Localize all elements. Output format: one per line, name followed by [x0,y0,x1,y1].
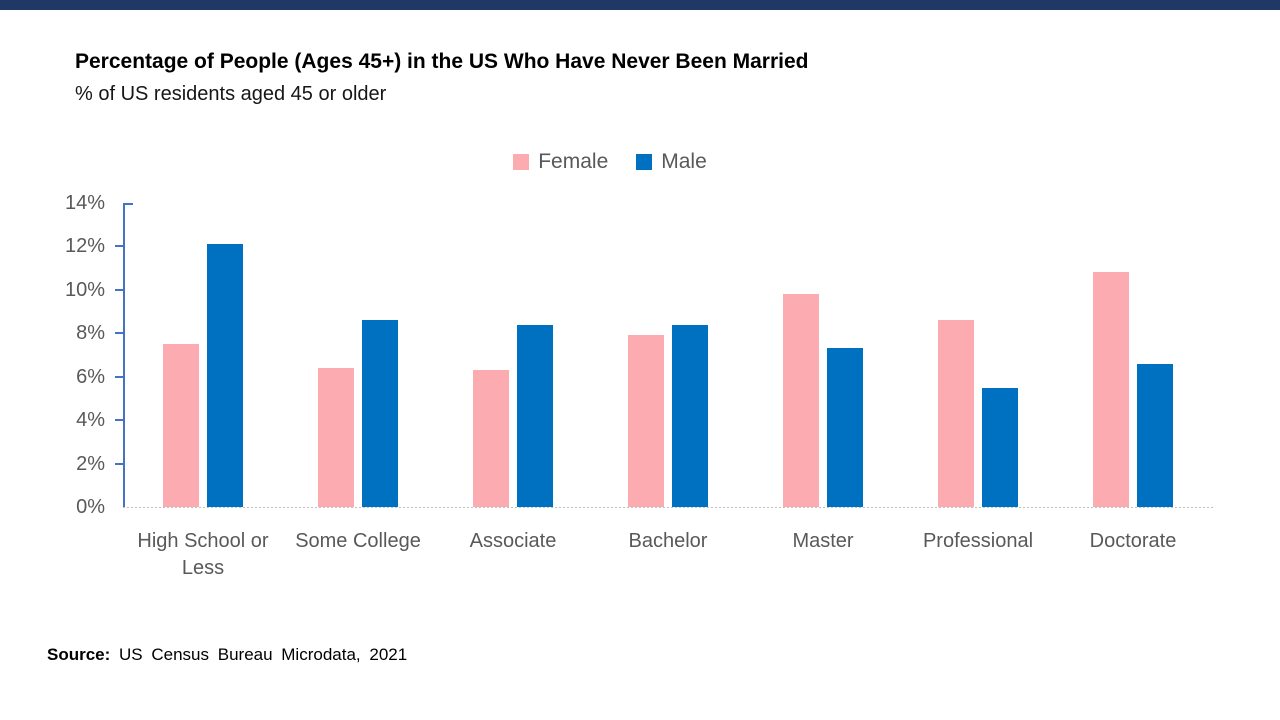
bar-male-6 [1137,364,1173,507]
y-axis-tick-label: 14% [64,192,105,214]
x-axis-category-label: Master [792,530,854,552]
legend-label-male: Male [661,150,707,173]
bar-male-5 [982,388,1018,507]
y-axis-tick [115,245,123,248]
legend-swatch-female-icon [513,154,530,170]
legend-swatch-male-icon [636,154,653,170]
y-axis-tick [115,375,123,378]
source-text: US Census Bureau Microdata, 2021 [119,645,408,664]
chart-subtitle: % of US residents aged 45 or older [75,83,387,105]
y-axis-tick [115,332,123,335]
x-axis-category-label: Some College [295,530,421,552]
y-axis-tick [115,288,123,291]
source-note: Source: US Census Bureau Microdata, 2021 [47,645,407,665]
bar-female-1 [318,368,354,507]
y-axis-tick-label: 8% [76,322,105,345]
bar-male-2 [517,325,553,507]
top-accent-bar [0,0,1280,10]
y-axis-tick [115,419,123,422]
bar-female-0 [163,344,199,507]
bar-female-6 [1093,272,1129,507]
chart-title: Percentage of People (Ages 45+) in the U… [75,50,809,73]
bar-female-4 [783,294,819,507]
bar-male-4 [827,348,863,507]
bar-female-5 [938,320,974,507]
bar-male-0 [207,244,243,507]
y-axis-tick-label: 2% [76,452,105,475]
bar-female-2 [473,370,509,507]
y-axis-top-cap [123,203,133,205]
y-axis-tick-label: 10% [64,278,105,301]
x-axis-category-label: High School or Less [137,530,269,579]
legend-label-female: Female [538,150,609,173]
y-axis-tick [115,462,123,465]
legend-item-male: Male [636,150,707,174]
bar-male-1 [362,320,398,507]
y-axis-tick-label: 0% [76,496,105,518]
y-axis-line [123,203,125,507]
bar-female-3 [628,335,664,507]
source-label: Source: [47,645,111,664]
bar-male-3 [672,325,708,507]
legend: Female Male [0,150,1220,174]
x-axis-category-label: Associate [469,530,557,552]
y-axis-tick-label: 12% [64,235,105,258]
y-axis-tick-label: 6% [76,365,105,388]
x-axis-baseline [123,507,1214,508]
x-axis-category-label: Professional [922,530,1034,552]
legend-item-female: Female [513,150,608,174]
y-axis-tick-label: 4% [76,409,105,432]
x-axis-category-label: Doctorate [1089,530,1177,552]
x-axis-category-label: Bachelor [628,530,708,552]
